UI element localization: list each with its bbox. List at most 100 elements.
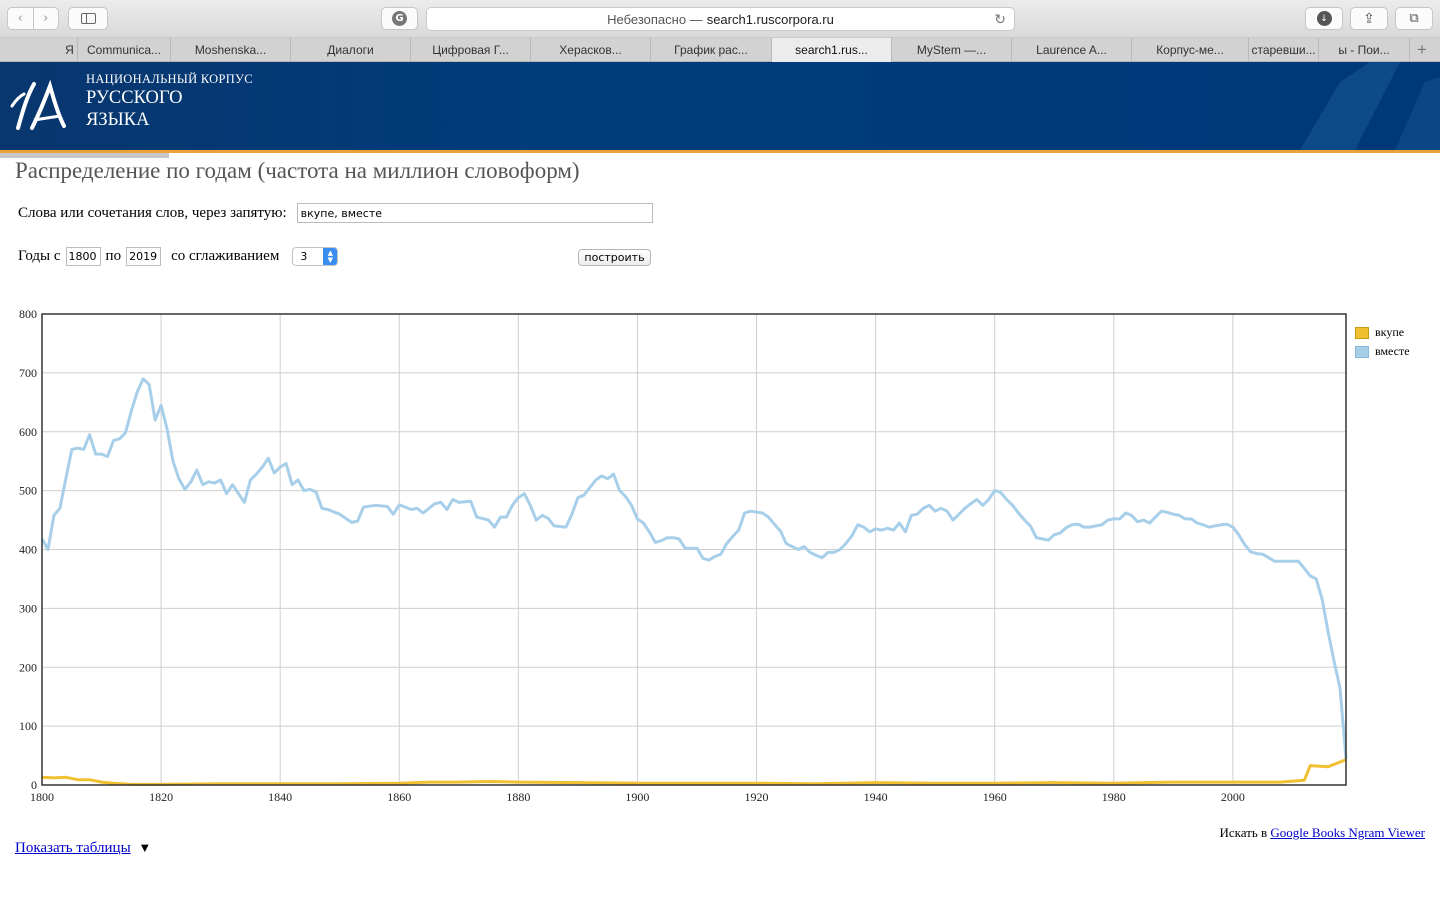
forward-icon[interactable]: ›: [43, 11, 49, 26]
security-warning: Небезопасно —: [607, 11, 703, 27]
share-button[interactable]: ⇪: [1350, 7, 1388, 30]
y-tick-label: 0: [31, 778, 37, 792]
plus-icon: +: [1417, 40, 1427, 59]
y-tick-label: 800: [19, 307, 37, 321]
x-tick-label: 1960: [983, 790, 1007, 804]
years-row: Годы с по со сглаживанием 3 ▲▼: [18, 247, 339, 266]
series-line-вместе: [40, 377, 1348, 759]
x-tick-label: 1980: [1102, 790, 1126, 804]
tab-label: График рас...: [674, 43, 748, 57]
tab-active[interactable]: search1.rus...: [772, 38, 892, 62]
sidebar-icon: [80, 13, 96, 24]
legend-item: вместе: [1355, 342, 1410, 361]
smoothing-select[interactable]: 3 ▲ ▼: [292, 247, 339, 266]
browser-toolbar: ‹ › G Небезопасно — search1.ruscorpora.r…: [0, 0, 1440, 38]
site-title-line1: НАЦИОНАЛЬНЫЙ КОРПУС: [86, 72, 253, 86]
x-tick-label: 1820: [149, 790, 173, 804]
tab-label: search1.rus...: [795, 43, 868, 57]
sidebar-toggle-button[interactable]: [68, 7, 108, 30]
build-button[interactable]: построить: [578, 249, 651, 266]
ngram-viewer-link[interactable]: Google Books Ngram Viewer: [1270, 825, 1425, 840]
show-tables-link[interactable]: Показать таблицы: [15, 840, 131, 856]
search-in-label: Искать в: [1219, 825, 1268, 840]
tabs-overview-icon: ⧉: [1409, 11, 1419, 26]
header-grey-stripe: [0, 153, 169, 158]
site-title-line3: ЯЗЫКА: [86, 110, 150, 130]
tab-bar: Я Communica... Moshenska... Диалоги Цифр…: [0, 38, 1440, 62]
tab[interactable]: ы - Пои...: [1319, 38, 1410, 62]
y-tick-label: 700: [19, 366, 37, 380]
tab-label: ы - Пои...: [1338, 43, 1390, 57]
downloads-button[interactable]: ↓: [1305, 7, 1343, 30]
year-to-input[interactable]: [126, 247, 162, 266]
tab[interactable]: Communica...: [78, 38, 171, 62]
reload-icon[interactable]: ↻: [994, 11, 1006, 27]
show-tabs-button[interactable]: ⧉: [1395, 7, 1433, 30]
back-icon[interactable]: ‹: [17, 11, 23, 26]
x-tick-label: 1840: [268, 790, 292, 804]
site-title-line2: РУССКОГО: [86, 88, 183, 108]
y-tick-label: 300: [19, 601, 37, 615]
tab-label: старевши...: [1251, 43, 1316, 57]
series-line-вкупе: [41, 758, 1347, 786]
tab[interactable]: MyStem —...: [892, 38, 1012, 62]
words-input[interactable]: [296, 203, 653, 223]
tab[interactable]: Херасков...: [531, 38, 651, 62]
grammarly-icon: G: [392, 11, 407, 26]
tab[interactable]: Корпус-ме...: [1132, 38, 1249, 62]
address-domain: search1.ruscorpora.ru: [706, 11, 834, 27]
x-tick-label: 1860: [387, 790, 411, 804]
tab[interactable]: График рас...: [651, 38, 772, 62]
tab-label: Цифровая Г...: [432, 43, 509, 57]
years-to-label: по: [105, 248, 122, 264]
chart-series: [40, 377, 1348, 786]
y-tick-label: 400: [19, 543, 37, 557]
new-tab-button[interactable]: +: [1410, 38, 1434, 62]
page-title: Распределение по годам (частота на милли…: [15, 158, 580, 183]
x-tick-label: 1900: [625, 790, 649, 804]
tab-label: Moshenska...: [194, 43, 267, 57]
tab[interactable]: Цифровая Г...: [411, 38, 531, 62]
tab-label: Херасков...: [559, 43, 622, 57]
x-tick-label: 1880: [506, 790, 530, 804]
x-tick-label: 2000: [1221, 790, 1245, 804]
back-forward-buttons[interactable]: ‹ ›: [7, 7, 59, 30]
words-row: Слова или сочетания слов, через запятую:: [18, 203, 653, 223]
legend-swatch: [1355, 326, 1369, 339]
smoothing-label: со сглаживанием: [171, 248, 280, 264]
x-tick-label: 1940: [864, 790, 888, 804]
download-icon: ↓: [1316, 11, 1332, 26]
years-from-label: Годы с: [18, 248, 61, 264]
share-icon: ⇪: [1363, 10, 1375, 27]
tab[interactable]: Я: [0, 38, 78, 62]
divider: [32, 7, 34, 30]
header-accent-line: [0, 150, 1440, 153]
tab[interactable]: Moshenska...: [171, 38, 291, 62]
smoothing-value: 3: [300, 250, 308, 263]
tab-label: MyStem —...: [916, 43, 987, 57]
plot-frame: [41, 313, 1347, 786]
legend-item: вкупе: [1355, 323, 1410, 342]
select-stepper-icon: ▲ ▼: [323, 248, 338, 265]
words-label: Слова или сочетания слов, через запятую:: [18, 204, 287, 221]
y-tick-label: 600: [19, 425, 37, 439]
tab[interactable]: старевши...: [1249, 38, 1319, 62]
year-from-input[interactable]: [65, 247, 101, 266]
x-tick-label: 1920: [745, 790, 769, 804]
expand-triangle-icon[interactable]: ▼: [138, 840, 152, 855]
ruscorpora-logo[interactable]: [8, 76, 68, 134]
tab-label: Communica...: [86, 43, 162, 57]
legend-swatch: [1355, 345, 1369, 358]
tab[interactable]: Диалоги: [291, 38, 411, 62]
address-bar[interactable]: Небезопасно — search1.ruscorpora.ru ↻: [426, 7, 1015, 31]
tab-label: Корпус-ме...: [1156, 43, 1224, 57]
y-tick-label: 100: [19, 719, 37, 733]
x-axis-ticks: 1800 1820 1840 1860 1880 1900 1920 1940 1960 1980…: [30, 790, 1245, 804]
x-tick-label: 1800: [30, 790, 54, 804]
extension-button[interactable]: G: [381, 7, 418, 30]
site-title: НАЦИОНАЛЬНЫЙ КОРПУС РУССКОГО ЯЗЫКА: [86, 72, 253, 131]
y-tick-label: 200: [19, 660, 37, 674]
legend-label: вместе: [1375, 344, 1410, 358]
tab[interactable]: Laurence A...: [1012, 38, 1132, 62]
